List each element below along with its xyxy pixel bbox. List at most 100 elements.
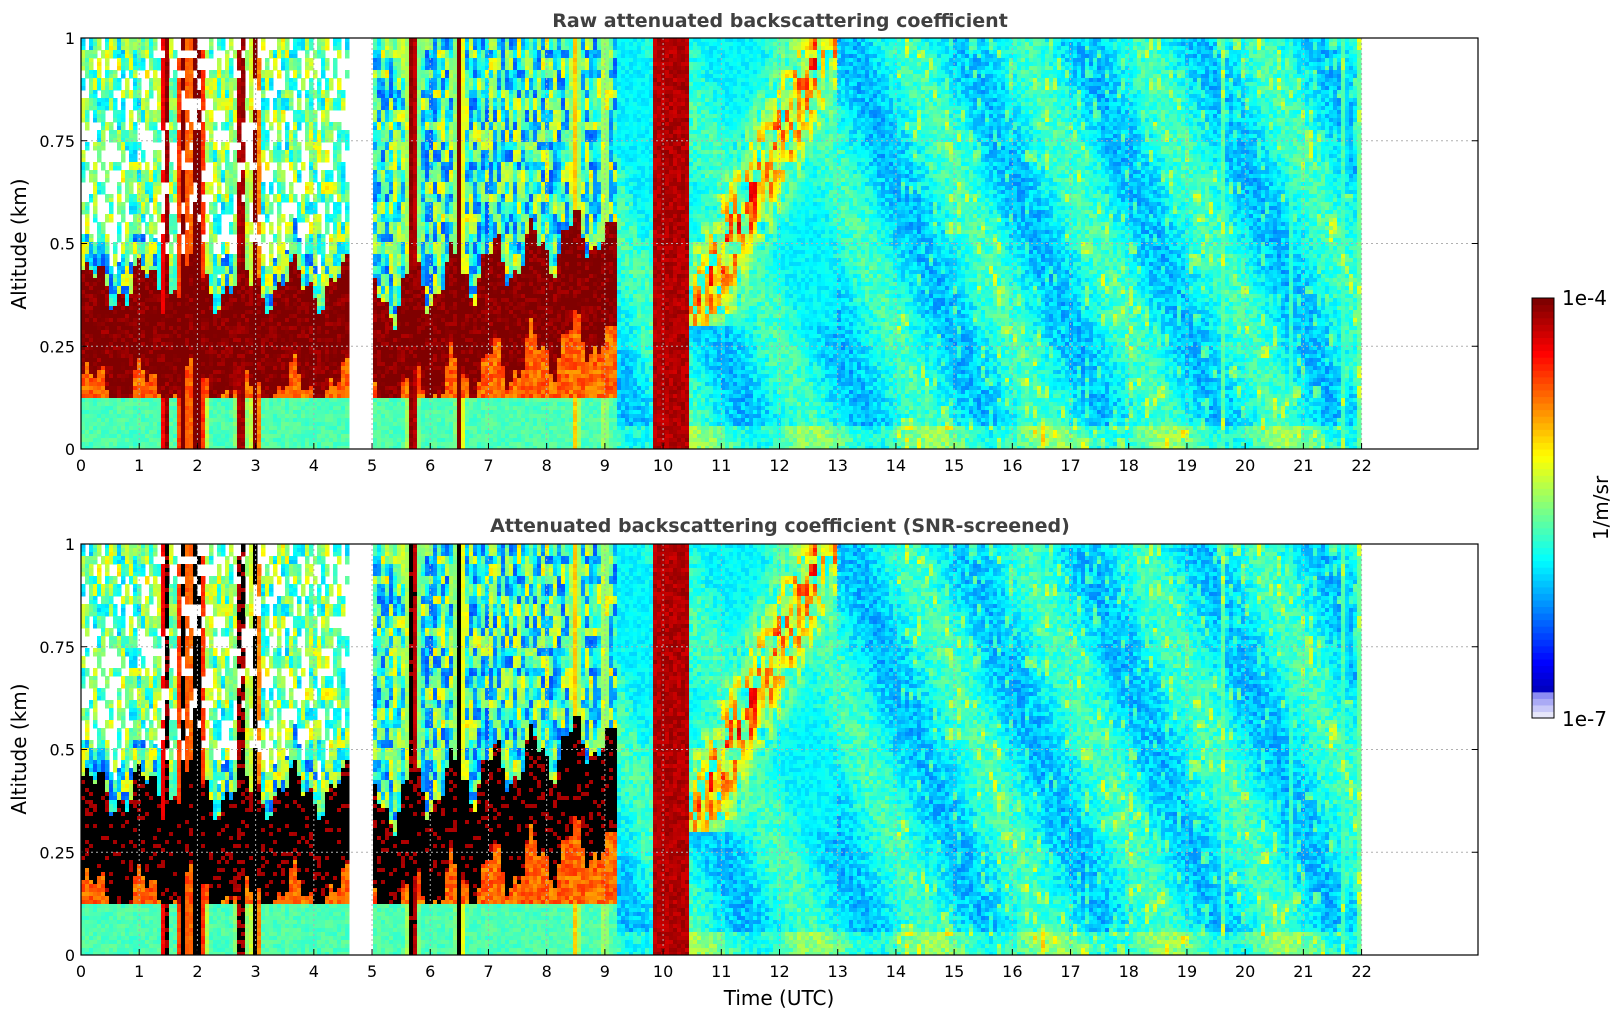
heat-cell [345,442,350,447]
heat-cell [149,82,154,87]
heat-cell [249,90,254,99]
heat-cell [237,114,242,119]
heat-cell [209,430,214,435]
heat-cell [121,354,126,359]
heat-cell [321,90,326,95]
heat-cell [293,138,298,143]
heat-cell [85,166,90,171]
heat-cell [93,38,98,43]
heat-cell [157,418,162,423]
heat-cell [189,414,194,419]
heat-cell [209,250,214,255]
heat-cell [165,238,170,243]
heat-cell [257,198,262,203]
heat-cell [225,302,230,307]
heat-cell [257,258,262,263]
heat-cell [249,430,254,435]
heat-cell [237,102,242,107]
heat-cell [345,370,350,375]
heat-cell [321,106,326,111]
heat-cell [265,378,270,383]
heat-cell [337,426,342,431]
heat-cell [233,434,238,439]
heat-cell [265,318,270,323]
heat-cell [337,314,342,319]
heat-cell [317,242,322,247]
heat-cell [257,134,262,139]
heat-cell [121,406,126,411]
heat-cell [325,82,330,87]
heat-cell [145,90,150,95]
heat-cell [321,94,326,99]
heat-cell [293,166,298,171]
heat-cell [333,214,338,219]
heat-cell [153,58,158,63]
heat-cell [297,430,302,435]
heat-cell [153,326,158,331]
heat-cell [145,354,150,359]
heat-cell [213,142,218,147]
heat-cell [321,134,326,139]
heat-cell [261,394,266,399]
heat-cell [329,374,334,379]
heat-cell [229,122,234,127]
heat-cell [125,438,130,443]
heat-cell [313,426,318,431]
heat-cell [241,242,246,247]
heat-cell [189,218,194,223]
heat-cell [221,286,226,291]
heat-cell [333,434,338,443]
heat-cell [129,402,134,407]
heat-cell [137,114,142,119]
heat-cell [281,246,286,251]
heat-cell [149,290,154,295]
heat-cell [105,42,110,47]
heat-cell [105,330,110,335]
heat-cell [133,386,138,391]
heat-cell [141,386,146,391]
heat-cell [81,298,86,303]
heat-cell [309,242,314,247]
heat-cell [341,334,346,339]
heat-cell [113,162,118,167]
heat-cell [97,430,102,435]
heat-cell [189,434,194,439]
heat-cell [229,302,234,307]
heat-cell [93,446,98,449]
heat-cell [165,350,170,355]
heat-cell [205,350,210,355]
heat-cell [333,302,338,307]
heat-cell [145,190,150,195]
heat-cell [81,410,86,415]
heat-cell [325,406,330,411]
heat-cell [265,422,270,427]
heat-cell [293,150,298,155]
heat-cell [89,270,94,275]
heat-cell [309,126,314,131]
heat-cell [133,230,138,235]
heat-cell [161,274,166,279]
heat-cell [133,250,138,255]
heat-cell [181,110,186,151]
heat-cell [265,342,270,355]
heat-cell [113,166,118,171]
heat-cell [205,110,210,115]
heat-cell [185,426,190,431]
heat-cell [285,342,290,347]
heat-cell [109,86,114,91]
heat-cell [301,266,306,271]
heat-cell [157,434,162,439]
heat-cell [329,282,334,287]
heat-cell [201,222,206,227]
heat-cell [329,270,334,275]
heat-cell [129,46,134,51]
heat-cell [337,326,342,335]
heat-cell [93,398,98,403]
heat-cell [137,314,142,319]
heat-cell [277,110,282,115]
heat-cell [181,78,186,91]
heat-cell [117,406,122,411]
heat-cell [101,222,106,227]
heat-cell [337,94,342,99]
heat-cell [141,266,146,271]
